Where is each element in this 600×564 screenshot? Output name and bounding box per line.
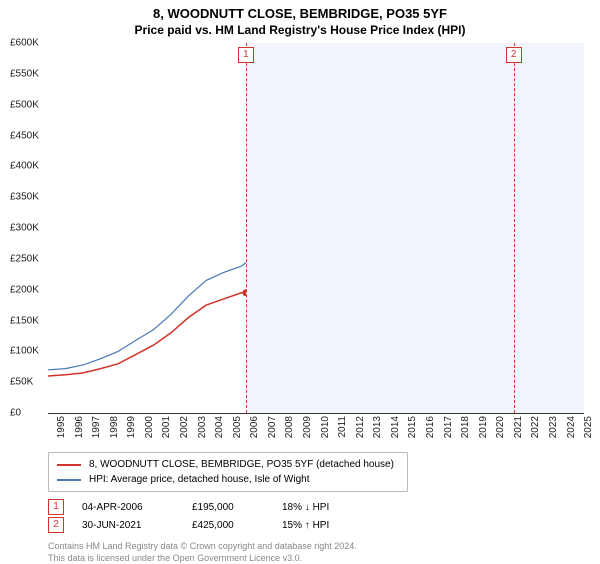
x-axis-label: 2008 (285, 416, 296, 438)
x-axis-label: 2002 (179, 416, 190, 438)
x-axis-label: 2024 (566, 416, 577, 438)
x-axis-label: 1996 (74, 416, 85, 438)
legend-label: HPI: Average price, detached house, Isle… (89, 472, 310, 487)
y-axis-label: £100K (10, 346, 39, 357)
marker-line-1 (246, 43, 247, 413)
x-axis-label: 1997 (91, 416, 102, 438)
x-axis-label: 2012 (355, 416, 366, 438)
y-axis-label: £150K (10, 315, 39, 326)
transaction-date: 30-JUN-2021 (82, 520, 192, 531)
y-axis-label: £600K (10, 38, 39, 49)
y-axis-label: £400K (10, 161, 39, 172)
y-axis-label: £300K (10, 223, 39, 234)
x-axis-label: 2013 (372, 416, 383, 438)
x-axis-label: 2000 (144, 416, 155, 438)
y-axis-label: £50K (10, 377, 33, 388)
legend: 8, WOODNUTT CLOSE, BEMBRIDGE, PO35 5YF (… (48, 452, 408, 492)
x-axis-label: 2007 (267, 416, 278, 438)
x-axis-label: 2020 (495, 416, 506, 438)
x-axis-label: 1998 (109, 416, 120, 438)
legend-swatch (57, 479, 81, 481)
marker-box-2: 2 (506, 47, 522, 63)
x-axis-label: 2019 (478, 416, 489, 438)
x-axis-label: 1995 (56, 416, 67, 438)
y-axis-label: £450K (10, 130, 39, 141)
y-axis-label: £200K (10, 284, 39, 295)
transaction-row: 1 04-APR-2006£195,00018% ↓ HPI (48, 498, 590, 516)
legend-swatch (57, 464, 81, 466)
x-axis-label: 2004 (214, 416, 225, 438)
page-title: 8, WOODNUTT CLOSE, BEMBRIDGE, PO35 5YF (10, 6, 590, 21)
footer-attribution: Contains HM Land Registry data © Crown c… (48, 540, 590, 564)
transaction-price: £425,000 (192, 520, 282, 531)
transaction-table: 1 04-APR-2006£195,00018% ↓ HPI 2 30-JUN-202… (48, 498, 590, 534)
x-axis-label: 2023 (548, 416, 559, 438)
x-axis-label: 2025 (583, 416, 594, 438)
x-axis-label: 2010 (320, 416, 331, 438)
y-axis-label: £0 (10, 408, 21, 419)
transaction-delta: 15% ↑ HPI (282, 520, 372, 531)
x-axis-label: 1999 (126, 416, 137, 438)
x-axis-label: 2016 (425, 416, 436, 438)
marker-box-1: 1 (238, 47, 254, 63)
transaction-id-box: 1 (48, 499, 64, 515)
y-axis-label: £250K (10, 253, 39, 264)
x-axis-label: 2003 (197, 416, 208, 438)
legend-item: 8, WOODNUTT CLOSE, BEMBRIDGE, PO35 5YF (… (57, 457, 399, 472)
legend-item: HPI: Average price, detached house, Isle… (57, 472, 399, 487)
transaction-row: 2 30-JUN-2021£425,00015% ↑ HPI (48, 516, 590, 534)
price-chart: 12 £0£50K£100K£150K£200K£250K£300K£350K£… (48, 43, 584, 414)
transaction-date: 04-APR-2006 (82, 502, 192, 513)
plot-area: 12 (48, 43, 584, 413)
marker-line-2 (514, 43, 515, 413)
transaction-delta: 18% ↓ HPI (282, 502, 372, 513)
x-axis-label: 2014 (390, 416, 401, 438)
y-axis-label: £500K (10, 99, 39, 110)
footer-line-1: Contains HM Land Registry data © Crown c… (48, 540, 590, 552)
footer-line-2: This data is licensed under the Open Gov… (48, 552, 590, 564)
x-axis-label: 2009 (302, 416, 313, 438)
transaction-id-box: 2 (48, 517, 64, 533)
y-axis-label: £350K (10, 192, 39, 203)
page-subtitle: Price paid vs. HM Land Registry's House … (10, 23, 590, 37)
shaded-region (246, 43, 584, 413)
x-axis-label: 2005 (232, 416, 243, 438)
x-axis-label: 2017 (443, 416, 454, 438)
x-axis-label: 2006 (249, 416, 260, 438)
x-axis-label: 2015 (408, 416, 419, 438)
y-axis-label: £550K (10, 68, 39, 79)
x-axis-label: 2022 (531, 416, 542, 438)
x-axis-label: 2018 (460, 416, 471, 438)
transaction-price: £195,000 (192, 502, 282, 513)
x-axis-label: 2001 (162, 416, 173, 438)
x-axis-label: 2021 (513, 416, 524, 438)
x-axis-label: 2011 (337, 416, 348, 438)
legend-label: 8, WOODNUTT CLOSE, BEMBRIDGE, PO35 5YF (… (89, 457, 394, 472)
x-axis: 1995 1996 1997 1998 1999 2000 2001 2002 2003 2004… (48, 414, 584, 448)
